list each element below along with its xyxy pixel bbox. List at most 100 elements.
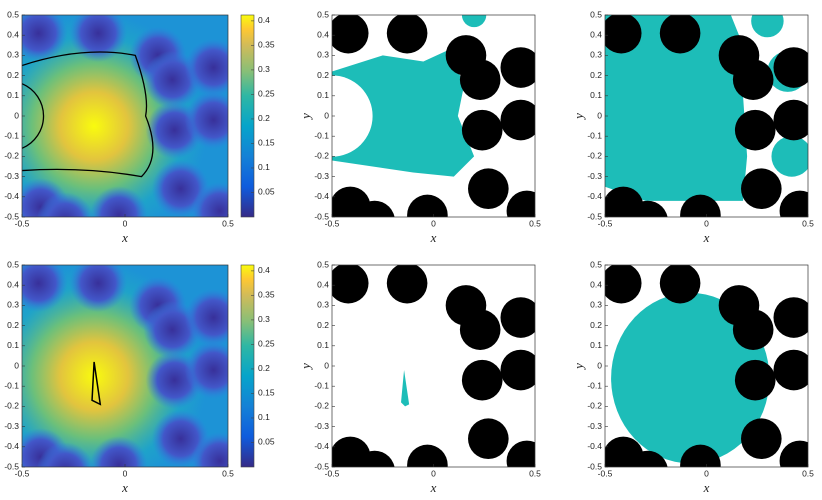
colorbar-tick-label: 0.15 [258,388,275,398]
obstacle [773,47,808,88]
colorbar-tick-label: 0.1 [258,162,270,172]
y-tick-label: -0.3 [314,421,329,431]
x-tick-label: 0 [704,218,709,228]
y-tick-label: 0.5 [7,259,19,269]
y-tick-label: -0.3 [4,171,19,181]
obstacle [386,265,428,304]
y-tick-label: -0.1 [314,380,329,390]
reachable-region [332,49,475,177]
unreachable-region [332,75,373,157]
y-tick-label: 0.2 [317,70,329,80]
y-tick-label: 0.1 [7,90,19,100]
obstacle [773,99,808,141]
y-tick-label: -0.1 [587,130,602,140]
obstacle [459,309,501,350]
obstacle [627,450,668,467]
y-tick-label: -0.4 [4,441,19,451]
colorbar-tick-label: 0.35 [258,40,275,50]
x-tick-label: 0 [431,218,436,228]
panel [332,265,535,467]
obstacle [500,99,535,141]
y-tick-label: -0.1 [587,380,602,390]
y-tick-label: 0.2 [7,70,19,80]
obstacle-well [184,341,228,399]
obstacle [732,59,774,100]
obstacle [461,359,503,401]
y-tick-label: 0.1 [317,90,329,100]
reachable-region [461,15,487,28]
obstacle-well [184,288,228,347]
panel [605,265,808,467]
colorbar-tick-label: 0.1 [258,412,270,422]
y-tick-label: -0.5 [314,461,329,471]
y-tick-label: 0.4 [590,29,602,39]
y-tick-label: -0.2 [4,401,19,411]
y-tick-label: -0.1 [314,130,329,140]
y-tick-label: 0.2 [590,70,602,80]
y-tick-label: -0.4 [587,441,602,451]
y-tick-label: -0.5 [587,211,602,221]
y-axis-label: y [298,363,313,371]
obstacle [734,359,776,401]
y-tick-label: 0.5 [317,9,329,19]
x-tick-label: -0.5 [15,218,30,228]
obstacle [332,265,369,304]
obstacle-well [36,442,94,467]
y-tick-label: 0.3 [590,300,602,310]
obstacle-well [184,38,228,97]
x-tick-label: 0.5 [802,468,814,478]
y-tick-label: 0.2 [590,320,602,330]
obstacle-well [69,265,128,313]
panel [605,15,808,217]
panel [22,15,228,217]
y-tick-label: -0.2 [587,151,602,161]
obstacle [500,349,535,391]
reachable-region [401,370,410,407]
obstacle [732,309,774,350]
y-tick-label: 0.1 [590,340,602,350]
y-tick-label: 0 [14,110,19,120]
y-tick-label: 0.3 [317,300,329,310]
panel [22,265,228,467]
x-tick-label: 0.5 [529,218,541,228]
y-tick-label: -0.4 [4,191,19,201]
obstacle-well [184,91,228,149]
y-tick-label: -0.4 [314,191,329,201]
contour [22,83,45,149]
y-tick-label: 0 [324,110,329,120]
obstacle [506,190,535,217]
y-tick-label: -0.1 [4,380,19,390]
y-tick-label: -0.5 [4,461,19,471]
obstacle [500,297,535,338]
contour [91,361,102,406]
obstacle [605,15,642,54]
colorbar-tick-label: 0.3 [258,64,270,74]
obstacle [605,265,642,304]
obstacle [332,15,369,54]
obstacle [659,265,701,304]
x-tick-label: 0.5 [222,218,234,228]
panel [332,15,535,217]
y-tick-label: 0.2 [317,320,329,330]
reachable-region [751,15,784,38]
obstacle [741,418,782,460]
obstacle-well [69,15,128,63]
x-tick-label: -0.5 [325,218,340,228]
x-axis-label: x [430,480,437,495]
colorbar-tick-label: 0.4 [258,265,270,275]
colorbar-tick-label: 0.35 [258,290,275,300]
obstacle [354,450,395,467]
obstacle [506,440,535,467]
obstacle [734,109,776,151]
obstacle [627,200,668,217]
y-tick-label: -0.2 [314,401,329,411]
colorbar-tick-label: 0.05 [258,187,275,197]
obstacle [680,194,721,217]
obstacle [659,15,701,54]
x-tick-label: -0.5 [15,468,30,478]
y-tick-label: -0.4 [314,441,329,451]
obstacle [459,59,501,100]
y-axis-label: y [298,113,313,121]
obstacle [741,168,782,210]
y-tick-label: 0.5 [590,9,602,19]
